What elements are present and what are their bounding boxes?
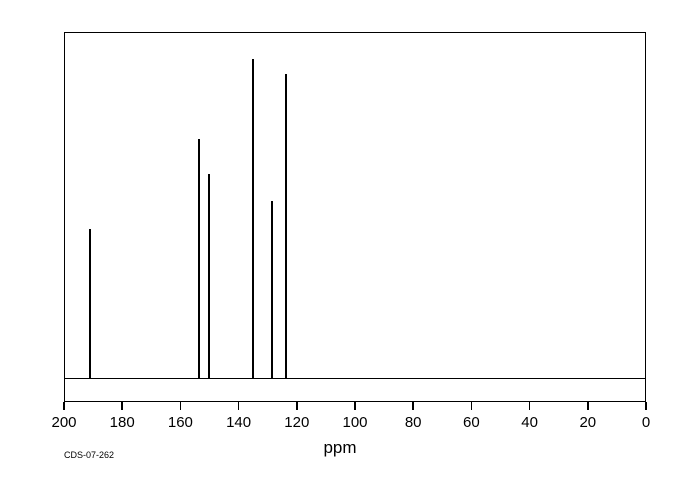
x-axis-tick-label: 140 [226,414,251,431]
x-axis-tick-label: 40 [521,414,538,431]
x-axis-tick [529,402,531,410]
x-axis-tick [354,402,356,410]
spectrum-peak [271,201,273,379]
x-axis-tick-label: 180 [110,414,135,431]
x-axis-tick-label: 200 [51,414,76,431]
x-axis-tick-label: 100 [342,414,367,431]
x-axis-tick [645,402,647,410]
x-axis-tick-label: 80 [405,414,422,431]
x-axis-tick-label: 160 [168,414,193,431]
x-axis-tick [180,402,182,410]
spectrum-plot-area [64,32,646,402]
x-axis-tick [121,402,123,410]
spectrum-peak [89,229,91,379]
spectrum-peak [198,139,200,379]
x-axis-tick-label: 20 [579,414,596,431]
x-axis-tick [296,402,298,410]
spectrum-peak [252,59,254,379]
x-axis-tick [587,402,589,410]
x-axis-tick [63,402,65,410]
spectrum-peaks-layer [65,33,645,401]
spectrum-peak [208,174,210,379]
x-axis-tick-label: 60 [463,414,480,431]
sample-id-label: CDS-07-262 [64,450,114,460]
x-axis-tick-label: 120 [284,414,309,431]
x-axis-tick [238,402,240,410]
x-axis-label: ppm [323,438,356,458]
x-axis-tick [471,402,473,410]
x-axis-tick [412,402,414,410]
x-axis-tick-label: 0 [642,414,650,431]
spectrum-peak [285,74,287,379]
